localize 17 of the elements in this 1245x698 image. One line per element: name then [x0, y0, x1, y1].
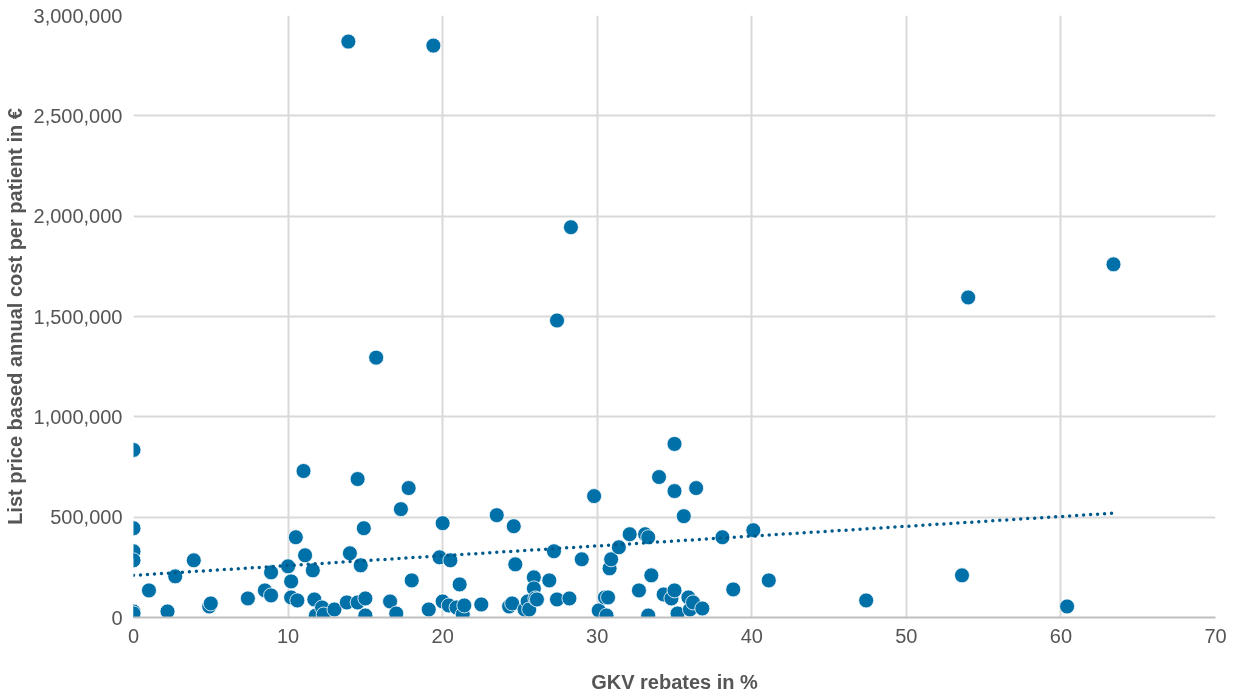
y-tick-label: 3,000,000 — [33, 4, 123, 27]
x-tick-label: 60 — [1049, 624, 1073, 647]
x-axis-title: GKV rebates in % — [591, 670, 759, 693]
y-tick-label: 500,000 — [50, 506, 123, 529]
y-tick-label: 1,000,000 — [33, 405, 123, 428]
y-tick-label: 2,500,000 — [33, 104, 123, 127]
x-tick-label: 10 — [276, 624, 300, 647]
x-tick-label: 30 — [586, 624, 609, 647]
x-tick-label: 20 — [431, 624, 454, 647]
x-tick-label: 40 — [740, 624, 763, 647]
y-tick-label: 1,500,000 — [33, 305, 123, 328]
y-tick-label: 2,000,000 — [33, 205, 123, 228]
x-tick-label: 70 — [1204, 624, 1227, 647]
x-tick-label: 50 — [895, 624, 918, 647]
y-tick-label: 0 — [111, 606, 123, 629]
y-axis-title: List price based annual cost per patient in € — [3, 108, 26, 525]
x-tick-label: 0 — [127, 624, 140, 647]
